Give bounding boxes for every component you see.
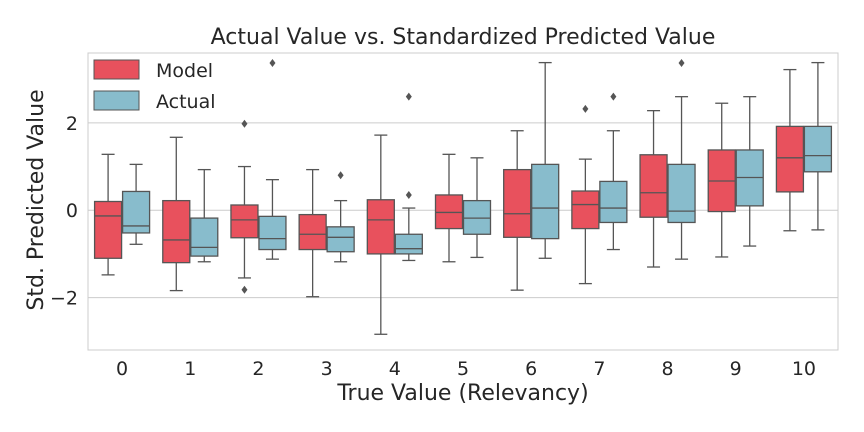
box-model-9	[707, 102, 736, 258]
y-axis-label: Std. Predicted Value	[24, 89, 49, 310]
outlier-point	[405, 190, 412, 199]
box-model-6	[503, 130, 532, 291]
x-tick-label: 3	[321, 358, 333, 380]
box-model-8	[639, 110, 668, 268]
legend-label-model: Model	[156, 60, 213, 82]
plot-frame	[87, 52, 839, 351]
box-body	[434, 194, 464, 230]
box-model-3	[298, 168, 327, 298]
box-model-7	[571, 104, 600, 285]
outlier-point	[678, 59, 685, 68]
legend-swatch-actual	[93, 90, 140, 111]
box-actual-1	[190, 168, 219, 263]
outlier-point	[582, 104, 589, 113]
box-body	[394, 233, 423, 255]
box-body	[366, 199, 395, 255]
box-body	[162, 199, 191, 264]
x-tick-label: 7	[593, 358, 605, 380]
x-axis-label: True Value (Relevancy)	[336, 381, 588, 406]
outlier-point	[337, 171, 344, 180]
y-tick-label: 0	[66, 200, 78, 222]
box-body	[639, 154, 668, 218]
box-actual-3	[326, 171, 355, 263]
outlier-point	[610, 92, 617, 101]
x-tick-label: 9	[730, 358, 742, 380]
box-actual-0	[121, 163, 151, 245]
tick-labels: −2 0 2 0 1 2 3 4 5 6 7 8 9 10	[50, 113, 816, 380]
box-body	[298, 213, 327, 251]
box-actual-5	[462, 157, 492, 259]
x-tick-label: 4	[389, 358, 401, 380]
box-actual-8	[667, 59, 696, 260]
box-model-4	[366, 134, 395, 335]
box-body	[121, 190, 151, 234]
box-model-2	[230, 119, 259, 294]
box-body	[230, 204, 259, 239]
box-actual-2	[258, 59, 287, 260]
box-body	[599, 180, 628, 224]
box-body	[503, 168, 532, 238]
box-model-1	[162, 136, 191, 292]
x-tick-label: 5	[457, 358, 469, 380]
box-body	[93, 200, 123, 259]
outlier-point	[241, 119, 248, 128]
box-model-5	[434, 153, 464, 263]
y-tick-label: −2	[50, 288, 78, 310]
box-actual-9	[735, 96, 764, 247]
box-body	[803, 125, 833, 173]
legend: Model Actual	[93, 59, 216, 113]
box-body	[462, 199, 492, 235]
chart-title: Actual Value vs. Standardized Predicted …	[211, 25, 716, 50]
box-body	[775, 125, 805, 193]
box-actual-4	[394, 92, 423, 262]
legend-label-actual: Actual	[156, 91, 216, 113]
x-tick-label: 1	[184, 358, 196, 380]
legend-swatch-model	[93, 59, 140, 80]
box-actual-6	[531, 61, 560, 259]
y-tick-label: 2	[66, 113, 78, 135]
x-tick-label: 6	[525, 358, 537, 380]
outlier-point	[405, 92, 412, 101]
box-model-10	[775, 68, 805, 232]
box-body	[326, 226, 355, 253]
outlier-point	[269, 59, 276, 68]
box-actual-7	[599, 92, 628, 251]
x-tick-label: 0	[116, 358, 128, 380]
box-model-0	[93, 153, 123, 276]
box-actual-10	[803, 61, 833, 231]
box-body	[667, 163, 696, 224]
x-tick-label: 8	[661, 358, 673, 380]
outlier-point	[241, 285, 248, 294]
x-tick-label: 2	[252, 358, 264, 380]
box-body	[190, 217, 219, 257]
boxes-layer	[93, 59, 833, 335]
x-tick-label: 10	[792, 358, 816, 380]
box-body	[258, 215, 287, 251]
box-body	[531, 163, 560, 240]
box-body	[571, 190, 600, 230]
